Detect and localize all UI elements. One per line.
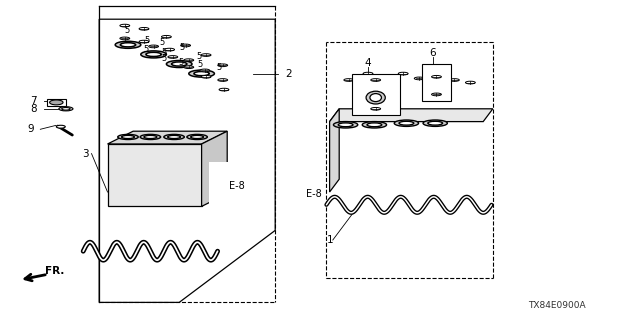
Ellipse shape	[187, 134, 207, 140]
Ellipse shape	[144, 135, 157, 139]
Ellipse shape	[431, 76, 442, 78]
Polygon shape	[330, 109, 493, 122]
Ellipse shape	[367, 123, 381, 127]
Ellipse shape	[399, 121, 414, 125]
Text: 5: 5	[216, 63, 221, 72]
Ellipse shape	[161, 36, 172, 38]
Ellipse shape	[50, 100, 63, 105]
Ellipse shape	[433, 76, 444, 78]
Text: 5: 5	[179, 43, 184, 52]
Ellipse shape	[333, 122, 358, 128]
Ellipse shape	[366, 91, 385, 104]
Ellipse shape	[184, 66, 194, 68]
Ellipse shape	[172, 62, 187, 66]
Ellipse shape	[168, 56, 178, 58]
Text: 5: 5	[144, 45, 149, 54]
Polygon shape	[99, 19, 275, 302]
Text: 5: 5	[145, 36, 150, 44]
Ellipse shape	[201, 76, 211, 78]
Ellipse shape	[184, 59, 194, 61]
Ellipse shape	[339, 123, 353, 127]
Text: 5: 5	[162, 48, 167, 57]
Text: 5: 5	[160, 38, 165, 47]
Ellipse shape	[141, 51, 166, 58]
Text: FR.: FR.	[45, 266, 64, 276]
Text: 6: 6	[429, 48, 436, 58]
Ellipse shape	[168, 135, 180, 139]
Polygon shape	[108, 144, 202, 206]
FancyBboxPatch shape	[422, 64, 451, 101]
Text: 5: 5	[162, 54, 167, 63]
Ellipse shape	[180, 44, 191, 47]
Ellipse shape	[394, 120, 419, 126]
Ellipse shape	[191, 135, 204, 139]
Ellipse shape	[423, 120, 447, 126]
Ellipse shape	[61, 108, 70, 110]
Ellipse shape	[115, 41, 141, 48]
Ellipse shape	[371, 79, 381, 81]
Text: TX84E0900A: TX84E0900A	[528, 301, 586, 310]
Text: 7: 7	[31, 96, 37, 106]
Text: 8: 8	[31, 104, 37, 114]
Text: 2: 2	[285, 68, 291, 79]
Text: E-8: E-8	[306, 188, 321, 199]
FancyBboxPatch shape	[47, 99, 66, 106]
Ellipse shape	[219, 88, 229, 91]
Text: 5: 5	[179, 58, 184, 67]
Ellipse shape	[379, 77, 389, 80]
Ellipse shape	[148, 45, 159, 48]
Ellipse shape	[218, 79, 228, 81]
Ellipse shape	[120, 43, 136, 47]
Ellipse shape	[146, 52, 161, 56]
Text: 3: 3	[82, 148, 88, 159]
Text: 9: 9	[28, 124, 34, 134]
Ellipse shape	[140, 134, 161, 140]
Ellipse shape	[465, 81, 476, 84]
Text: 5: 5	[198, 60, 203, 69]
Ellipse shape	[56, 125, 65, 128]
Ellipse shape	[218, 64, 228, 67]
FancyBboxPatch shape	[352, 74, 400, 115]
Ellipse shape	[201, 54, 211, 56]
Ellipse shape	[200, 69, 210, 72]
Ellipse shape	[194, 72, 209, 76]
Text: 1: 1	[326, 235, 333, 245]
Ellipse shape	[164, 134, 184, 140]
Ellipse shape	[120, 37, 130, 40]
Ellipse shape	[414, 77, 424, 80]
Text: E-8: E-8	[229, 181, 244, 191]
Ellipse shape	[139, 28, 149, 30]
Text: 5: 5	[196, 52, 202, 60]
Ellipse shape	[363, 72, 373, 75]
Ellipse shape	[166, 60, 192, 68]
Ellipse shape	[122, 135, 134, 139]
Ellipse shape	[371, 108, 381, 110]
Ellipse shape	[428, 121, 443, 125]
Ellipse shape	[362, 122, 387, 128]
Ellipse shape	[139, 40, 149, 43]
Ellipse shape	[189, 70, 214, 77]
Ellipse shape	[344, 79, 354, 81]
Ellipse shape	[59, 107, 73, 111]
Ellipse shape	[370, 93, 381, 102]
Text: 5: 5	[125, 26, 130, 35]
Polygon shape	[108, 131, 227, 144]
Ellipse shape	[431, 93, 442, 96]
Ellipse shape	[398, 72, 408, 75]
Ellipse shape	[120, 24, 130, 27]
Text: 4: 4	[365, 58, 371, 68]
Ellipse shape	[449, 79, 460, 81]
Polygon shape	[202, 131, 227, 206]
Polygon shape	[330, 109, 339, 192]
Ellipse shape	[164, 48, 175, 51]
Ellipse shape	[118, 134, 138, 140]
